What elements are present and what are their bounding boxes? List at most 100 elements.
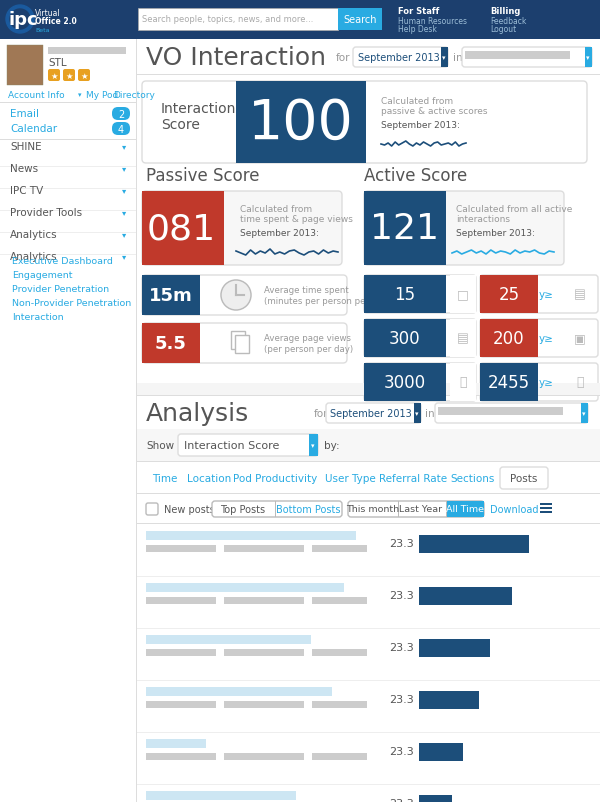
Text: ▾: ▾ [122,252,126,261]
FancyBboxPatch shape [398,501,399,517]
Text: 100: 100 [248,97,354,151]
Text: For Staff: For Staff [398,6,439,15]
FancyBboxPatch shape [137,496,600,524]
Text: 23.3: 23.3 [389,746,413,756]
FancyBboxPatch shape [48,70,60,82]
FancyBboxPatch shape [112,123,130,136]
FancyBboxPatch shape [236,82,366,164]
Text: Bottom Posts: Bottom Posts [276,504,340,514]
FancyBboxPatch shape [312,753,367,760]
Text: Office 2.0: Office 2.0 [35,18,77,26]
FancyBboxPatch shape [142,192,342,265]
Text: in: in [425,408,434,419]
FancyBboxPatch shape [465,52,570,60]
Text: ▾: ▾ [122,209,126,217]
Text: 3000: 3000 [384,374,426,391]
FancyBboxPatch shape [138,9,338,31]
Text: interactions: interactions [456,215,510,225]
FancyBboxPatch shape [364,192,446,265]
Text: IPC TV: IPC TV [10,186,43,196]
FancyBboxPatch shape [137,577,600,628]
Text: Calculated from all active: Calculated from all active [456,205,572,214]
Text: User Type: User Type [325,473,376,484]
FancyBboxPatch shape [137,681,600,732]
FancyBboxPatch shape [312,649,367,656]
FancyBboxPatch shape [419,691,479,709]
Text: y≥: y≥ [539,334,553,343]
Text: Beta: Beta [35,27,49,32]
FancyBboxPatch shape [146,504,158,516]
Text: Email: Email [10,109,39,119]
FancyBboxPatch shape [137,525,600,577]
FancyBboxPatch shape [146,597,216,604]
FancyBboxPatch shape [0,188,136,190]
Text: 300: 300 [389,330,421,347]
Text: Passive Score: Passive Score [146,167,260,184]
Text: ★: ★ [50,71,58,80]
Text: 15m: 15m [149,286,193,305]
FancyBboxPatch shape [137,464,600,493]
Text: News: News [10,164,38,174]
Text: Download: Download [490,504,539,514]
FancyBboxPatch shape [450,363,476,402]
Text: Interaction Score: Interaction Score [184,440,280,451]
Text: 4: 4 [118,125,124,135]
FancyBboxPatch shape [364,192,564,265]
Text: ▤: ▤ [574,288,586,301]
FancyBboxPatch shape [146,687,332,696]
Circle shape [6,6,34,34]
FancyBboxPatch shape [312,701,367,708]
FancyBboxPatch shape [136,40,137,802]
FancyBboxPatch shape [142,276,200,316]
Text: for: for [314,408,329,419]
Text: 15: 15 [394,286,416,304]
Text: passive & active scores: passive & active scores [381,107,487,116]
FancyBboxPatch shape [435,403,588,423]
FancyBboxPatch shape [0,167,136,168]
FancyBboxPatch shape [338,9,382,31]
FancyBboxPatch shape [142,276,347,316]
FancyBboxPatch shape [275,501,276,517]
Text: Executive Dashboard: Executive Dashboard [12,257,113,266]
FancyBboxPatch shape [7,46,43,86]
FancyBboxPatch shape [500,468,548,489]
FancyBboxPatch shape [142,323,347,363]
Text: Calendar: Calendar [10,124,57,134]
FancyBboxPatch shape [414,403,421,423]
FancyBboxPatch shape [309,435,318,456]
Text: September 2013: September 2013 [358,53,440,63]
Text: Account Info: Account Info [8,91,65,99]
FancyBboxPatch shape [137,75,600,76]
FancyBboxPatch shape [146,583,344,592]
Text: Average time spent
(minutes per person per day): Average time spent (minutes per person p… [264,286,391,306]
Text: ▾: ▾ [122,230,126,239]
FancyBboxPatch shape [450,276,476,314]
Text: 👍: 👍 [459,376,467,389]
Text: Analytics: Analytics [10,229,58,240]
FancyBboxPatch shape [137,493,600,494]
FancyBboxPatch shape [364,276,476,314]
FancyBboxPatch shape [364,276,446,314]
FancyBboxPatch shape [441,48,448,68]
FancyBboxPatch shape [364,363,446,402]
FancyBboxPatch shape [462,48,592,68]
Text: y≥: y≥ [539,378,553,387]
Text: Posts: Posts [511,473,538,484]
Text: Average page views
(per person per day): Average page views (per person per day) [264,334,353,353]
Text: 23.3: 23.3 [389,590,413,600]
Text: All Time: All Time [446,505,484,514]
FancyBboxPatch shape [419,639,490,657]
FancyBboxPatch shape [137,395,600,802]
FancyBboxPatch shape [235,335,249,354]
FancyBboxPatch shape [585,48,592,68]
FancyBboxPatch shape [480,320,538,358]
Text: by:: by: [324,440,340,451]
Text: 2: 2 [118,110,124,119]
Text: Billing: Billing [490,6,520,15]
FancyBboxPatch shape [0,103,136,104]
FancyBboxPatch shape [146,545,216,553]
Text: 5.5: 5.5 [155,334,187,353]
Text: Analytics: Analytics [10,252,58,261]
FancyBboxPatch shape [364,320,446,358]
Text: □: □ [457,288,469,301]
